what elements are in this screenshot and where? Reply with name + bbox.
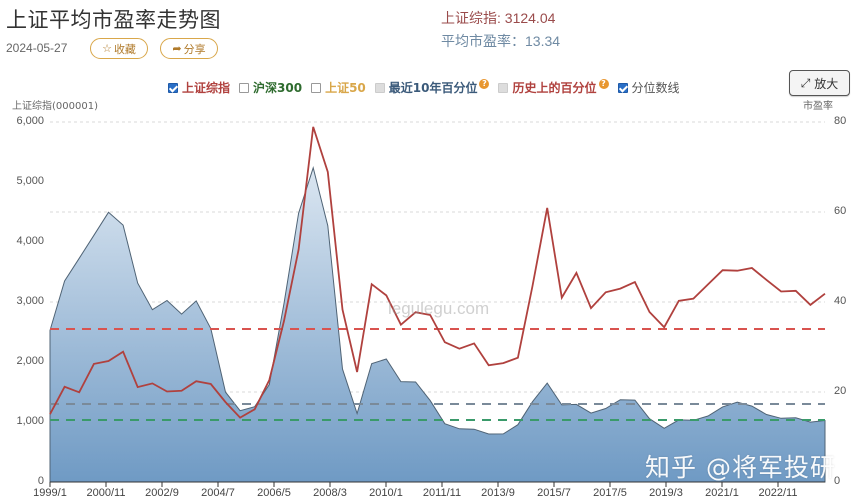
left-tick: 1,000 — [16, 415, 44, 427]
legend-item-10y-percentile[interactable]: 最近10年百分位 ? — [374, 78, 490, 96]
legend-item-sse50[interactable]: 上证50 — [311, 79, 366, 96]
chart-legend: 上证综指 沪深300 上证50 最近10年百分位 ? 历史上的百分位 ? 分位数… — [168, 78, 680, 96]
left-tick: 3,000 — [16, 295, 44, 307]
x-tick-label: 2004/7 — [201, 487, 235, 499]
checkbox-disabled-icon — [498, 82, 509, 93]
x-tick-label: 2000/11 — [86, 487, 126, 499]
left-tick: 4,000 — [16, 235, 44, 247]
legend-item-historical-percentile[interactable]: 历史上的百分位 ? — [498, 78, 609, 96]
checkbox-unchecked-icon[interactable] — [311, 82, 322, 93]
right-tick: 60 — [834, 205, 847, 217]
left-tick: 2,000 — [16, 355, 44, 367]
site-watermark: legulegu.com — [388, 299, 490, 318]
x-tick-label: 1999/1 — [33, 487, 67, 499]
checkbox-checked-icon[interactable] — [168, 82, 178, 93]
author-watermark: 知乎 @将军投研 — [645, 453, 836, 482]
x-tick-label: 2002/9 — [145, 487, 179, 499]
x-tick-label: 2006/5 — [257, 487, 291, 499]
share-arrow-icon: ➦ — [172, 42, 182, 55]
x-tick-label: 2019/3 — [649, 487, 683, 499]
help-icon[interactable]: ? — [479, 78, 490, 89]
star-icon: ☆ — [102, 42, 112, 55]
right-tick: 0 — [834, 475, 841, 487]
x-tick-label: 2013/9 — [481, 487, 515, 499]
share-label: 分享 — [183, 42, 206, 56]
checkbox-disabled-icon — [374, 82, 385, 93]
x-tick-label: 2017/5 — [593, 487, 627, 499]
x-tick-label: 2008/3 — [313, 487, 347, 499]
checkbox-checked-icon[interactable] — [617, 82, 628, 93]
pe-value: 平均市盈率：13.34 — [441, 33, 561, 49]
left-tick: 0 — [37, 475, 44, 487]
favorite-label: 收藏 — [113, 42, 136, 56]
legend-item-csi300[interactable]: 沪深300 — [239, 79, 302, 96]
checkbox-unchecked-icon[interactable] — [239, 82, 250, 93]
date-label: 2024-05-27 — [6, 41, 68, 55]
left-tick: 6,000 — [16, 115, 44, 127]
zoom-button[interactable]: ⤢ 放大 — [789, 70, 850, 96]
legend-item-sse-index[interactable]: 上证综指 — [168, 79, 230, 96]
left-tick: 5,000 — [16, 175, 44, 187]
x-tick-label: 2022/11 — [758, 487, 798, 499]
pe-area — [49, 165, 826, 483]
help-icon[interactable]: ? — [598, 78, 609, 89]
x-tick-label: 2015/7 — [537, 487, 571, 499]
legend-item-quantile-lines[interactable]: 分位数线 — [617, 79, 680, 96]
index-value: 上证综指: 3124.04 — [441, 10, 556, 26]
share-button[interactable]: ➦ 分享 — [160, 38, 218, 59]
page-title: 上证平均市盈率走势图 — [6, 8, 221, 32]
x-tick-label: 2011/11 — [422, 487, 462, 499]
x-tick-label: 2021/1 — [705, 487, 739, 499]
x-tick-label: 2010/1 — [369, 487, 403, 499]
right-tick: 80 — [834, 115, 847, 127]
right-tick: 20 — [834, 385, 847, 397]
favorite-button[interactable]: ☆ 收藏 — [90, 38, 148, 59]
expand-arrows-icon: ⤢ — [800, 75, 811, 90]
index-line — [49, 126, 826, 419]
zoom-label: 放大 — [814, 76, 839, 91]
left-axis-title: 上证综指(000001) — [12, 101, 98, 112]
right-tick: 40 — [834, 295, 847, 307]
right-axis-title: 市盈率 — [803, 101, 833, 112]
